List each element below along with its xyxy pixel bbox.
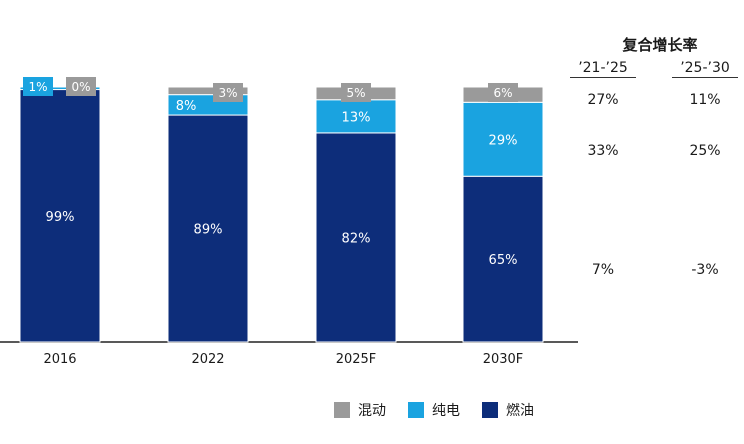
cagr-title: 复合增长率: [622, 36, 698, 54]
label-box-hybrid-2022: [213, 83, 243, 102]
legend-label-ice: 燃油: [506, 403, 534, 419]
data-label-bev-2016: 1%: [28, 80, 47, 94]
legend-swatch-hybrid: [334, 402, 350, 418]
label-box-bev-2016: [23, 77, 53, 96]
cagr-hybrid-25-30: 25%: [689, 143, 721, 159]
bar-ice-2016: [19, 89, 101, 343]
data-label-ice-2016: 99%: [46, 210, 75, 225]
data-label-ice-2025F: 82%: [342, 231, 371, 246]
bar-bev-2025F: [315, 99, 397, 134]
label-box-hybrid-2016: [66, 77, 96, 96]
bar-bev-2016: [19, 86, 101, 91]
legend-item-bev: 纯电: [408, 400, 460, 420]
bar-ice-2030F: [462, 175, 544, 343]
x-tick-label-2016: 2016: [43, 352, 76, 367]
data-label-bev-2022: 8%: [176, 99, 197, 114]
data-label-bev-2030F: 29%: [489, 133, 518, 148]
bar-bev-2030F: [462, 101, 544, 177]
cagr-hybrid-21-25: 33%: [587, 143, 619, 159]
x-tick-label-2022: 2022: [191, 352, 224, 367]
legend-label-bev: 纯电: [432, 403, 460, 419]
bar-ice-2025F: [315, 132, 397, 343]
cagr-ice-21-25: 7%: [591, 262, 615, 278]
cagr-column-2021-2025: ’21-’25: [570, 60, 636, 78]
data-label-hybrid-2030F: 6%: [493, 86, 512, 100]
legend-item-ice: 燃油: [482, 400, 534, 420]
label-box-hybrid-2025F: [341, 83, 371, 102]
cagr-ice-25-30: -3%: [691, 262, 719, 278]
x-tick-label-2025F: 2025F: [336, 352, 377, 367]
data-label-ice-2030F: 65%: [489, 253, 518, 268]
legend-item-hybrid: 混动: [334, 400, 386, 420]
data-label-hybrid-2016: 0%: [71, 80, 90, 94]
data-label-hybrid-2025F: 5%: [346, 86, 365, 100]
data-label-bev-2025F: 13%: [342, 110, 371, 125]
data-label-hybrid-2022: 3%: [218, 86, 237, 100]
legend-swatch-bev: [408, 402, 424, 418]
bar-ice-2022: [167, 114, 249, 343]
data-label-ice-2022: 89%: [194, 223, 223, 238]
x-tick-label-2030F: 2030F: [483, 352, 524, 367]
cagr-bev-21-25: 27%: [587, 92, 619, 108]
label-box-hybrid-2030F: [488, 83, 518, 102]
bar-hybrid-2022: [167, 86, 249, 96]
cagr-column-2025-2030: ’25-’30: [672, 60, 738, 78]
cagr-bev-25-30: 11%: [689, 92, 721, 108]
legend-label-hybrid: 混动: [358, 403, 386, 419]
legend-swatch-ice: [482, 402, 498, 418]
